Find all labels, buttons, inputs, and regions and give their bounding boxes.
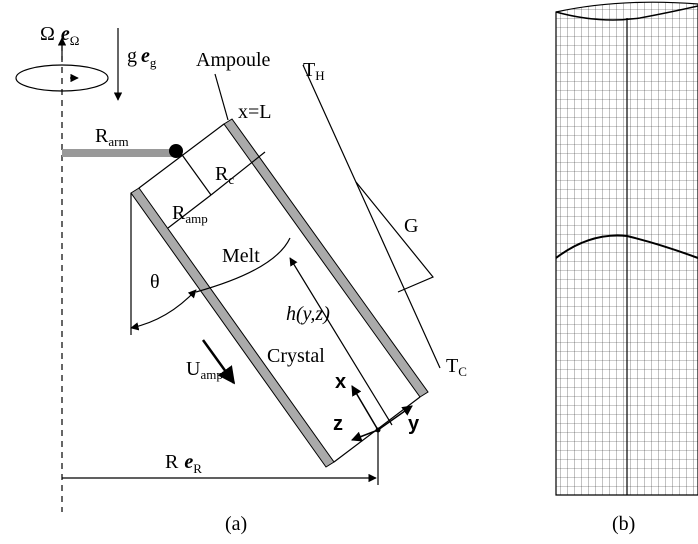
gradient-triangle xyxy=(356,182,433,292)
gradient-label: G xyxy=(404,215,418,237)
y-axis-label: y xyxy=(408,413,420,435)
crystal-label: Crystal xyxy=(267,345,325,367)
z-axis-label: z xyxy=(333,413,343,435)
rc-line xyxy=(180,152,211,195)
x-axis-label: x xyxy=(335,371,346,393)
panel-b: (b) xyxy=(556,2,698,535)
melt-label: Melt xyxy=(222,245,260,267)
panel-b-caption: (b) xyxy=(612,513,635,535)
figure: ΩeΩ geg Ampoule TH x=L Rarm Rc Ramp G Me… xyxy=(0,0,698,544)
r-amp-label: Ramp xyxy=(172,202,208,226)
r-arm-label: Rarm xyxy=(95,125,129,149)
theta-arc xyxy=(131,290,196,328)
ampoule-leader xyxy=(215,74,228,120)
theta-label: θ xyxy=(150,271,160,293)
x-end-label: x=L xyxy=(238,101,272,123)
t-cold-label: TC xyxy=(446,355,467,379)
r-c-label: Rc xyxy=(215,163,234,187)
ampoule-label: Ampoule xyxy=(196,49,271,71)
x-arrow xyxy=(352,386,378,430)
h-label: h(y,z) xyxy=(286,303,330,325)
panel-a-caption: (a) xyxy=(225,513,247,535)
t-hot-label: TH xyxy=(303,59,325,83)
